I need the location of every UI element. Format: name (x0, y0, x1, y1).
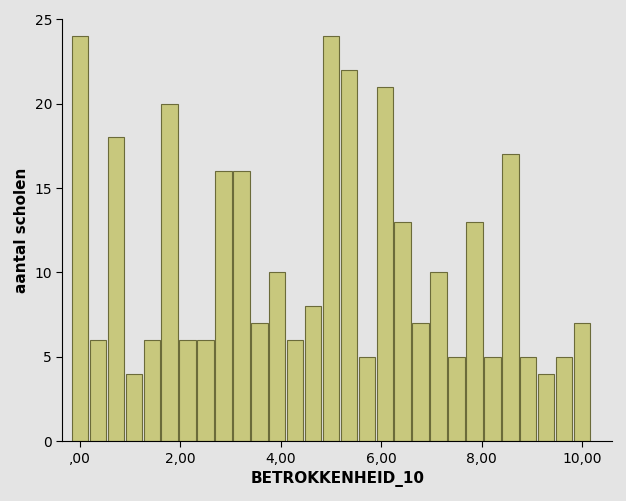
Bar (90, 340, 106, 441)
Bar (180, 340, 196, 441)
Bar (574, 323, 590, 441)
Bar (197, 340, 214, 441)
Bar (341, 70, 357, 441)
Bar (162, 104, 178, 441)
Bar (108, 137, 124, 441)
Bar (556, 357, 572, 441)
Bar (269, 273, 285, 441)
Bar (323, 36, 339, 441)
Bar (466, 222, 483, 441)
Bar (215, 171, 232, 441)
Y-axis label: aantal scholen: aantal scholen (14, 167, 29, 293)
Bar (287, 340, 304, 441)
Bar (538, 374, 555, 441)
Bar (377, 87, 393, 441)
Bar (143, 340, 160, 441)
X-axis label: BETROKKENHEID_10: BETROKKENHEID_10 (250, 471, 424, 487)
Bar (413, 323, 429, 441)
Bar (251, 323, 267, 441)
Bar (430, 273, 447, 441)
Bar (233, 171, 250, 441)
Bar (359, 357, 375, 441)
Bar (502, 154, 518, 441)
Bar (126, 374, 142, 441)
Bar (520, 357, 536, 441)
Bar (305, 306, 321, 441)
Bar (72, 36, 88, 441)
Bar (484, 357, 501, 441)
Bar (394, 222, 411, 441)
Bar (448, 357, 464, 441)
